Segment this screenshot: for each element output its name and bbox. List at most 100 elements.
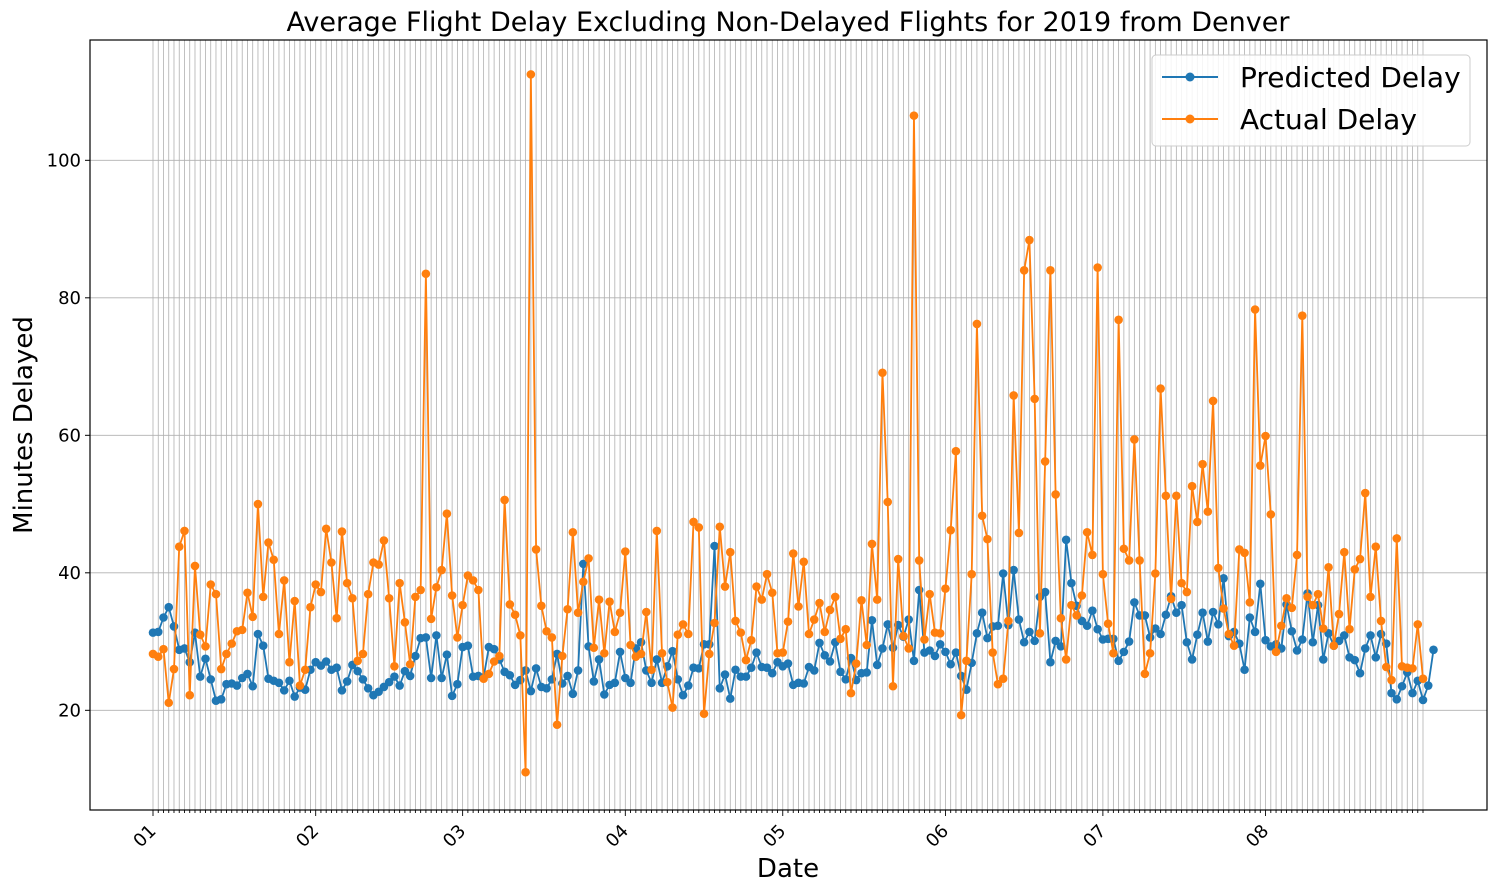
data-point — [573, 608, 583, 617]
data-point — [1166, 594, 1176, 604]
data-point — [159, 613, 168, 622]
data-point — [358, 675, 368, 684]
data-point — [731, 616, 740, 626]
data-point — [395, 578, 404, 588]
data-point — [694, 664, 704, 673]
data-point — [683, 681, 693, 690]
data-point — [426, 673, 436, 683]
data-point — [306, 602, 315, 612]
data-point — [1418, 674, 1428, 683]
data-point — [783, 659, 793, 668]
data-point — [983, 534, 992, 544]
data-point — [169, 622, 179, 631]
data-point — [516, 631, 525, 640]
data-point — [521, 767, 530, 777]
data-point — [1366, 592, 1375, 602]
data-point — [951, 648, 961, 657]
data-point — [715, 684, 725, 693]
data-point — [1056, 642, 1066, 651]
data-point — [500, 495, 509, 505]
data-point — [1056, 613, 1066, 623]
data-point — [159, 644, 168, 654]
data-point — [195, 672, 205, 681]
data-point — [1093, 624, 1102, 634]
data-point — [206, 675, 216, 684]
data-point — [1145, 633, 1155, 642]
data-point — [300, 665, 310, 675]
data-point — [1423, 681, 1433, 690]
data-point — [243, 588, 252, 598]
data-point — [285, 676, 294, 686]
data-point — [526, 70, 536, 79]
data-point — [1245, 613, 1255, 622]
data-point — [888, 643, 898, 653]
series-layer — [148, 70, 1438, 777]
data-point — [694, 523, 704, 532]
data-point — [327, 558, 336, 567]
data-point — [1046, 657, 1055, 667]
data-point — [1318, 624, 1328, 633]
data-point — [1025, 627, 1034, 637]
data-point — [657, 648, 667, 658]
data-point — [757, 595, 767, 604]
data-point — [337, 686, 347, 695]
data-point — [941, 647, 950, 657]
data-point — [883, 497, 893, 507]
data-point — [1266, 510, 1276, 519]
data-point — [1271, 647, 1281, 657]
data-point — [1355, 668, 1365, 678]
data-point — [589, 677, 599, 686]
data-point — [862, 668, 872, 677]
data-point — [678, 620, 688, 629]
data-point — [353, 656, 362, 666]
data-point — [505, 670, 515, 680]
data-point — [174, 542, 184, 551]
data-point — [605, 597, 614, 606]
y-axis-ticks: 20 40 60 80 100 — [47, 150, 90, 721]
data-point — [1077, 591, 1087, 600]
data-point — [914, 556, 924, 565]
data-point — [153, 627, 163, 637]
data-point — [332, 663, 341, 672]
data-point — [463, 641, 473, 650]
data-point — [253, 629, 263, 639]
data-point — [1282, 593, 1291, 603]
data-point — [1318, 655, 1328, 664]
data-point — [432, 582, 441, 592]
data-point — [668, 646, 677, 656]
data-point — [1187, 655, 1197, 664]
data-point — [883, 620, 893, 629]
data-point — [1088, 550, 1097, 560]
data-point — [1392, 534, 1402, 543]
data-point — [164, 602, 174, 612]
data-point — [1376, 629, 1386, 639]
data-point — [579, 559, 588, 569]
data-point — [993, 621, 1003, 631]
data-point — [1408, 664, 1417, 673]
data-point — [746, 635, 756, 645]
data-point — [935, 629, 945, 638]
data-point — [190, 561, 200, 571]
data-point — [1350, 655, 1360, 665]
data-point — [878, 368, 887, 378]
data-point — [998, 674, 1008, 683]
data-point — [946, 659, 955, 669]
data-point — [395, 681, 404, 690]
data-point — [1103, 619, 1113, 628]
data-point — [1292, 646, 1302, 655]
data-point — [941, 584, 950, 593]
data-point — [437, 565, 446, 575]
data-point — [1345, 624, 1354, 634]
data-point — [274, 678, 284, 688]
data-point — [1151, 569, 1160, 578]
data-point — [432, 631, 441, 640]
data-point — [1114, 315, 1123, 325]
data-point — [1203, 637, 1213, 646]
data-point — [909, 111, 919, 120]
data-point — [1019, 266, 1029, 275]
data-point — [815, 598, 824, 608]
data-point — [1208, 607, 1218, 617]
data-point — [563, 671, 572, 681]
data-point — [1140, 669, 1150, 679]
data-point — [552, 720, 562, 730]
